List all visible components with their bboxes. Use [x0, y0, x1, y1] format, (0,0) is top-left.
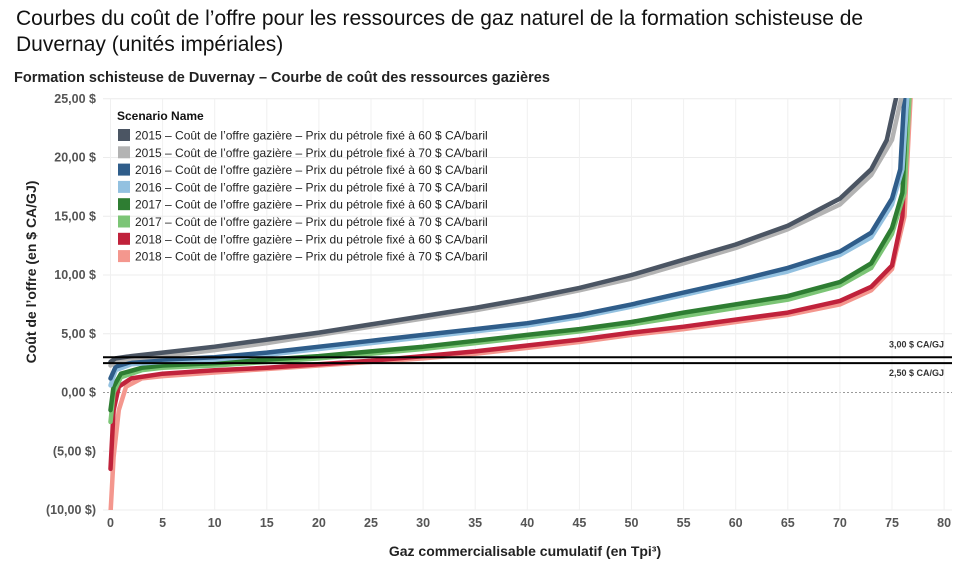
x-tick-label: 25	[364, 516, 378, 530]
legend-title: Scenario Name	[117, 109, 204, 123]
y-tick-label: 15,00 $	[54, 209, 96, 223]
x-tick-label: 0	[107, 516, 114, 530]
y-tick-label: 0,00 $	[61, 386, 96, 400]
reference-line-label: 3,00 $ CA/GJ	[889, 339, 944, 349]
series-line	[108, 98, 910, 413]
legend-swatch	[118, 163, 130, 176]
legend-entry: 2017 – Coût de l’offre gazière – Prix du…	[135, 215, 488, 229]
legend-entry: 2018 – Coût de l’offre gazière – Prix du…	[135, 250, 488, 264]
legend: Scenario Name 2015 – Coût de l’offre gazi…	[117, 109, 488, 264]
y-axis-ticks: 25,00 $ 20,00 $ 15,00 $ 10,00 $ 5,00 $ 0,00 $…	[46, 92, 96, 517]
y-tick-label: (5,00 $)	[53, 444, 96, 458]
legend-swatch	[118, 146, 130, 159]
x-tick-label: 40	[520, 516, 534, 530]
x-tick-label: 60	[729, 516, 743, 530]
legend-swatch	[118, 198, 130, 211]
x-tick-label: 75	[885, 516, 899, 530]
legend-swatch	[118, 215, 130, 228]
legend-entry: 2017 – Coût de l’offre gazière – Prix du…	[135, 198, 488, 212]
x-tick-label: 55	[677, 516, 691, 530]
legend-entry: 2018 – Coût de l’offre gazière – Prix du…	[135, 232, 488, 246]
x-tick-label: 80	[937, 516, 951, 530]
x-tick-label: 35	[468, 516, 482, 530]
series-line	[108, 98, 912, 425]
x-tick-label: 5	[159, 516, 166, 530]
x-tick-label: 70	[833, 516, 847, 530]
legend-swatch	[118, 232, 130, 245]
series-line	[108, 98, 910, 472]
series-line	[108, 98, 910, 388]
legend-entry: 2015 – Coût de l’offre gazière – Prix du…	[135, 146, 488, 160]
x-tick-label: 20	[312, 516, 326, 530]
y-tick-label: 10,00 $	[54, 268, 96, 282]
page-title: Courbes du coût de l’offre pour les ress…	[16, 7, 864, 56]
x-tick-label: 50	[625, 516, 639, 530]
chart-title: Formation schisteuse de Duvernay – Courb…	[14, 70, 550, 86]
y-tick-label: 5,00 $	[61, 327, 96, 341]
x-axis-label: Gaz commercialisable cumulatif (en Tpi³)	[389, 543, 661, 559]
x-tick-label: 45	[572, 516, 586, 530]
y-axis-label: Coût de l’offre (en $ CA/GJ)	[23, 181, 39, 364]
series-line	[108, 98, 913, 510]
x-axis-ticks: 0 5 10 15 20 25 30 35 40 45 50 55 60 65 70 75 80	[107, 516, 951, 530]
series-line	[108, 98, 904, 368]
legend-entry: 2016 – Coût de l’offre gazière – Prix du…	[135, 180, 488, 194]
y-tick-label: (10,00 $)	[46, 503, 96, 517]
legend-entry: 2015 – Coût de l’offre gazière – Prix du…	[135, 129, 488, 143]
legend-swatch	[118, 180, 130, 193]
legend-entry: 2016 – Coût de l’offre gazière – Prix du…	[135, 163, 488, 177]
legend-swatch	[118, 129, 130, 141]
reference-lines: 3,00 $ CA/GJ 2,50 $ CA/GJ	[103, 339, 952, 378]
y-tick-label: 25,00 $	[54, 92, 96, 106]
legend-swatch	[118, 250, 130, 263]
reference-line-label: 2,50 $ CA/GJ	[889, 368, 944, 378]
x-tick-label: 10	[208, 516, 222, 530]
y-tick-label: 20,00 $	[54, 151, 96, 165]
x-tick-label: 15	[260, 516, 274, 530]
x-tick-label: 30	[416, 516, 430, 530]
x-tick-label: 65	[781, 516, 795, 530]
series-lines	[108, 98, 913, 510]
series-line	[108, 98, 899, 365]
series-line	[108, 98, 907, 381]
